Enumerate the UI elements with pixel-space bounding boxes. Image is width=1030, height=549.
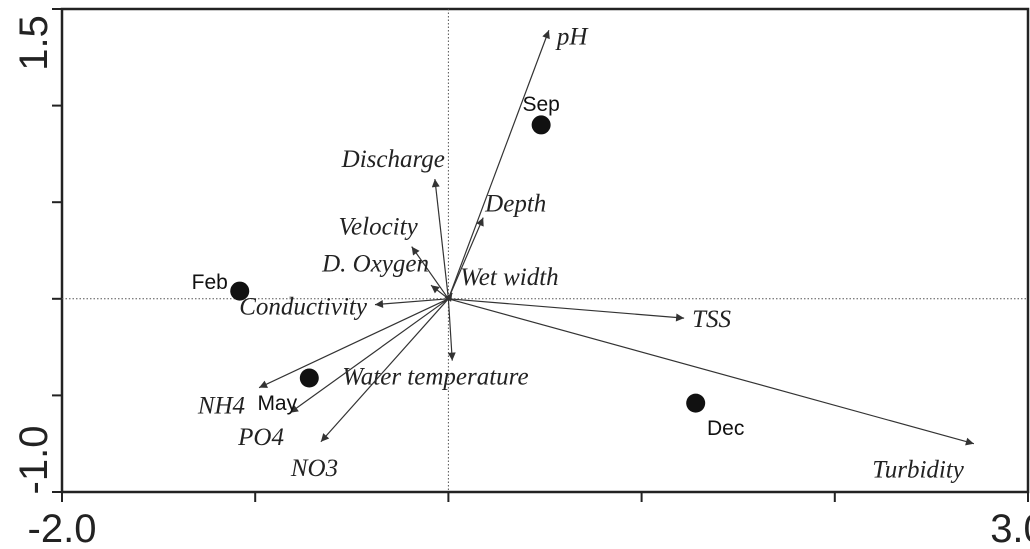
site-label-may: May (257, 392, 297, 415)
vector-label-no3: NO3 (290, 455, 338, 482)
vector-label-conductivity: Conductivity (239, 294, 368, 321)
site-label-dec: Dec (707, 417, 744, 440)
y-tick-label: -1.0 (12, 426, 56, 495)
vector-conductivity (374, 298, 449, 308)
vector-label-tss: TSS (692, 306, 731, 333)
vector-label-turbidity: Turbidity (872, 457, 965, 484)
plot-frame (60, 7, 1030, 494)
vector-water-temperature (447, 298, 456, 361)
vector-label-d-oxygen: D. Oxygen (321, 250, 429, 277)
site-label-sep: Sep (522, 93, 559, 116)
vector-tss (448, 298, 685, 322)
vector-label-discharge: Discharge (341, 146, 445, 173)
vector-label-water-temperature: Water temperature (342, 364, 528, 391)
vector-label-nh4: NH4 (197, 393, 245, 420)
site-point-dec (686, 393, 706, 413)
vector-label-wet-width: Wet width (460, 264, 558, 291)
vector-label-ph: pH (555, 23, 590, 50)
vector-wet-width (444, 292, 453, 302)
vector-velocity (411, 246, 449, 300)
vector-turbidity (448, 298, 975, 446)
vector-label-velocity: Velocity (339, 214, 419, 241)
vector-discharge (431, 178, 449, 299)
vector-label-po4: PO4 (237, 424, 284, 451)
site-point-feb (230, 281, 250, 301)
vector-no3 (320, 298, 449, 443)
x-tick-label: -2.0 (28, 507, 97, 549)
vector-nh4 (258, 298, 449, 389)
site-point-may (299, 368, 319, 388)
vector-po4 (289, 298, 449, 414)
y-tick-label: 1.5 (12, 15, 56, 71)
site-label-feb: Feb (192, 271, 228, 294)
site-point-sep (531, 115, 551, 135)
vector-label-depth: Depth (484, 191, 546, 218)
vector-depth (447, 217, 484, 300)
x-tick-label: 3.0 (990, 507, 1030, 549)
vector-ph (447, 30, 550, 300)
